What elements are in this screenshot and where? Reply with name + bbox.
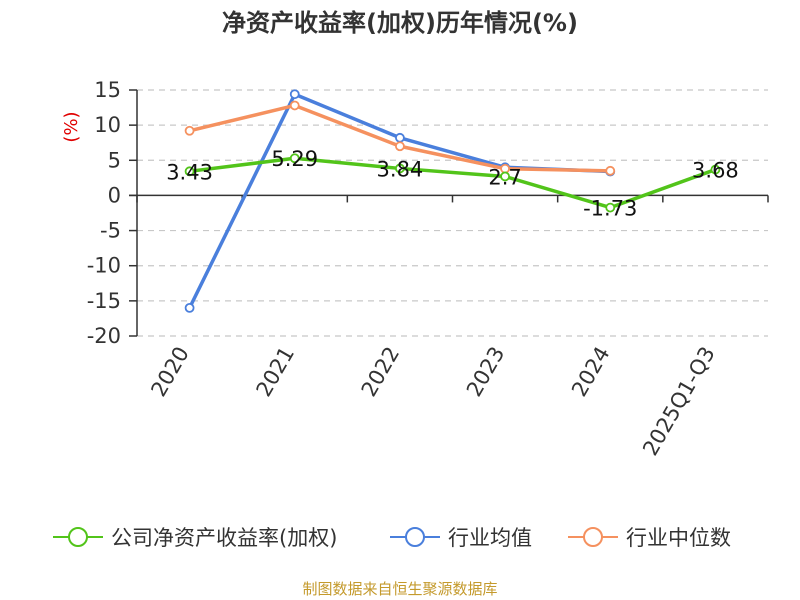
legend-swatch-marker (583, 527, 603, 547)
y-axis-unit: (%) (61, 111, 82, 142)
legend-label: 行业均值 (448, 526, 532, 550)
data-point[interactable] (395, 163, 405, 174)
data-point[interactable] (500, 171, 510, 182)
data-label: 3.68 (692, 159, 739, 183)
x-tick-label: 2025Q1-Q3 (638, 343, 720, 460)
legend-label: 行业中位数 (626, 526, 731, 550)
y-tick-label: -15 (87, 289, 121, 313)
data-point[interactable] (289, 89, 300, 100)
chart-title: 净资产收益率(加权)历年情况(%) (222, 9, 578, 37)
data-point[interactable] (605, 202, 616, 213)
data-point[interactable] (710, 164, 721, 175)
data-label: 2.7 (488, 165, 521, 189)
data-point[interactable] (395, 141, 405, 152)
series-line (188, 92, 611, 309)
data-point[interactable] (184, 302, 195, 313)
grid-lines (137, 89, 768, 337)
legend-label: 公司净资产收益率(加权) (111, 526, 337, 550)
data-label: 5.29 (271, 147, 318, 171)
data-point[interactable] (289, 100, 300, 111)
axes: 15 10 5 0 -5 -10 -15 -20 2020 2021 2022 2023 2024 202… (87, 78, 769, 460)
y-tick-label: -10 (87, 254, 121, 278)
y-tick-label: 10 (94, 113, 121, 137)
legend-item[interactable]: 行业均值 (390, 526, 532, 550)
data-label: -1.73 (583, 197, 637, 221)
legend-swatch-marker (405, 527, 425, 547)
data-label: 3.43 (166, 160, 213, 184)
legend-item[interactable]: 行业中位数 (568, 526, 731, 550)
data-point[interactable] (289, 153, 300, 164)
x-tick-label: 2023 (462, 343, 510, 401)
series-lines (184, 89, 721, 313)
data-point[interactable] (184, 166, 195, 177)
x-tick-label: 2024 (567, 343, 615, 401)
legend-item[interactable]: 公司净资产收益率(加权) (53, 526, 337, 550)
data-point[interactable] (395, 132, 405, 143)
source-note: 制图数据来自恒生聚源数据库 (302, 580, 497, 598)
legend-swatch-marker (68, 527, 88, 547)
legend[interactable]: 公司净资产收益率(加权) 行业均值 行业中位数 (53, 526, 731, 550)
y-tick-label: 0 (108, 183, 121, 207)
y-tick-label: -5 (100, 219, 121, 243)
x-tick-label: 2020 (146, 343, 194, 401)
data-label: 3.84 (377, 157, 424, 181)
y-tick-label: 5 (108, 148, 121, 172)
data-point[interactable] (184, 125, 195, 136)
y-tick-label: -20 (87, 324, 121, 348)
data-labels: 3.43 5.29 3.84 2.7 -1.73 3.68 (166, 147, 739, 220)
data-point[interactable] (605, 165, 616, 176)
y-tick-label: 15 (94, 78, 121, 102)
series-line (189, 156, 717, 210)
x-tick-label: 2021 (252, 343, 300, 401)
x-tick-label: 2022 (357, 343, 405, 401)
